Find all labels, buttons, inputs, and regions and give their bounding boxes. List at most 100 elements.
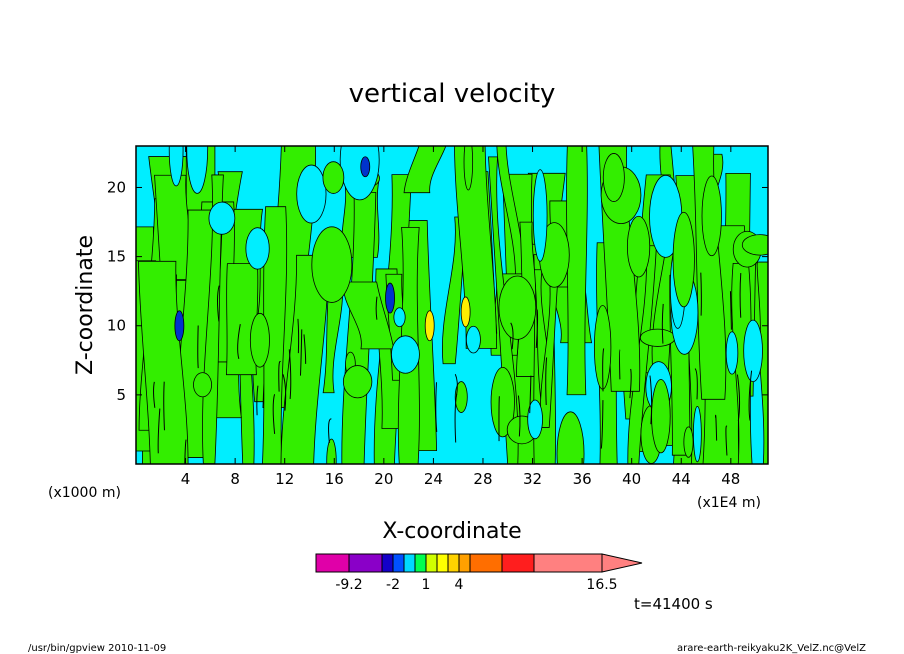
contour-line [256, 385, 259, 416]
contour-blob [498, 275, 537, 340]
contour-blob [743, 319, 763, 383]
footer-right: arare-earth-reikyaku2K_VelZ.nc@VelZ [677, 643, 866, 654]
contour-line [184, 439, 187, 464]
contour-line [297, 318, 300, 354]
contour-line [545, 357, 548, 405]
time-label: t=41400 s [634, 595, 713, 613]
contour-line [661, 303, 664, 344]
contour-line [736, 374, 741, 421]
x-tick-label: 40 [622, 470, 641, 488]
colorbar-label: 4 [455, 577, 464, 593]
contour-blob [527, 399, 543, 440]
contour-line [282, 374, 287, 411]
contour-line [748, 370, 753, 421]
contour-blob [465, 325, 481, 354]
colorbar-segment [403, 553, 416, 573]
contour-blob [602, 153, 625, 202]
contour-line [157, 408, 161, 454]
contour-blob [245, 227, 270, 270]
contour-blob [393, 307, 406, 328]
contour-line [163, 381, 165, 431]
contour-blob [454, 381, 468, 413]
contour-line [629, 368, 632, 399]
y-tick-label: 20 [107, 178, 126, 196]
x-tick-label: 48 [721, 470, 740, 488]
x-tick-label: 36 [573, 470, 592, 488]
contour-region [225, 263, 259, 376]
colorbar-label: -2 [386, 577, 400, 593]
contour-line [649, 375, 653, 425]
contour-blob [168, 146, 184, 187]
contour-region [539, 278, 559, 428]
colorbar-segment [414, 553, 427, 573]
contour-blob [186, 146, 209, 194]
colorbar-segment [381, 553, 394, 573]
anomaly-strong-positive [460, 296, 471, 328]
x-tick-label: 20 [374, 470, 393, 488]
contour-line [535, 309, 539, 349]
contour-blob [326, 438, 337, 464]
y-tick-label: 5 [116, 386, 126, 404]
contour-line [328, 418, 332, 444]
footer-left: /usr/bin/gpview 2010-11-09 [28, 643, 166, 654]
contour-line [694, 368, 698, 400]
contour-blob [311, 226, 353, 303]
y-tick-label: 10 [107, 317, 126, 335]
contour-line [725, 425, 728, 456]
contour-blob [701, 175, 722, 257]
x-tick-label: 32 [523, 470, 542, 488]
contour-line [278, 360, 281, 392]
contour-line [729, 291, 732, 330]
plot-frame [135, 145, 769, 465]
contour-line [739, 273, 742, 318]
contour-region [403, 146, 447, 194]
anomaly-strong-negative [174, 310, 185, 342]
contour-line [375, 296, 378, 320]
contour-line [288, 349, 292, 399]
contour-region [262, 206, 288, 464]
contour-line [454, 393, 458, 443]
contour-region [627, 245, 657, 464]
x-tick-label: 28 [473, 470, 492, 488]
contour-line [517, 395, 521, 437]
contour-blob [672, 211, 695, 308]
colorbar-segment [348, 553, 383, 573]
y-tick-label: 15 [107, 248, 126, 266]
contour-blob [556, 411, 585, 464]
colorbar: -9.2 -2 1 4 16.5 [315, 553, 643, 593]
anomaly-strong-negative [385, 282, 395, 314]
x-tick-label: 16 [325, 470, 344, 488]
contour-blob [342, 365, 373, 399]
contour-line [272, 394, 276, 435]
colorbar-segment [458, 553, 471, 573]
contour-line [303, 334, 307, 364]
contour-blob [725, 331, 739, 375]
contour-line [237, 324, 241, 359]
x-axis-label: X-coordinate [382, 519, 521, 544]
contour-line [619, 349, 621, 380]
colorbar-segment [315, 553, 350, 573]
y-axis: 5 10 15 20 [107, 178, 768, 404]
colorbar-segment [447, 553, 460, 573]
x-axis: 4 8 12 16 20 24 28 32 36 40 44 48 [181, 146, 740, 488]
contour-blob [532, 169, 548, 262]
contour-line [435, 382, 438, 432]
contour-line [510, 322, 514, 350]
plot-area [136, 146, 768, 464]
contour-blob [490, 367, 515, 438]
chart-title: vertical velocity [349, 79, 556, 109]
contour-blob [193, 372, 213, 398]
contour-blob [463, 146, 474, 191]
contour-blob [626, 215, 651, 278]
contour-line [153, 381, 156, 408]
colorbar-segment [392, 553, 405, 573]
x-tick-label: 44 [672, 470, 691, 488]
colorbar-segment [425, 553, 438, 573]
contour-blob [339, 146, 380, 201]
contour-blob [639, 328, 676, 347]
colorbar-segment [501, 553, 535, 573]
colorbar-label: 16.5 [586, 577, 617, 593]
contour-blob [208, 201, 236, 235]
colorbar-segment [436, 553, 449, 573]
contour-blob [296, 164, 327, 224]
